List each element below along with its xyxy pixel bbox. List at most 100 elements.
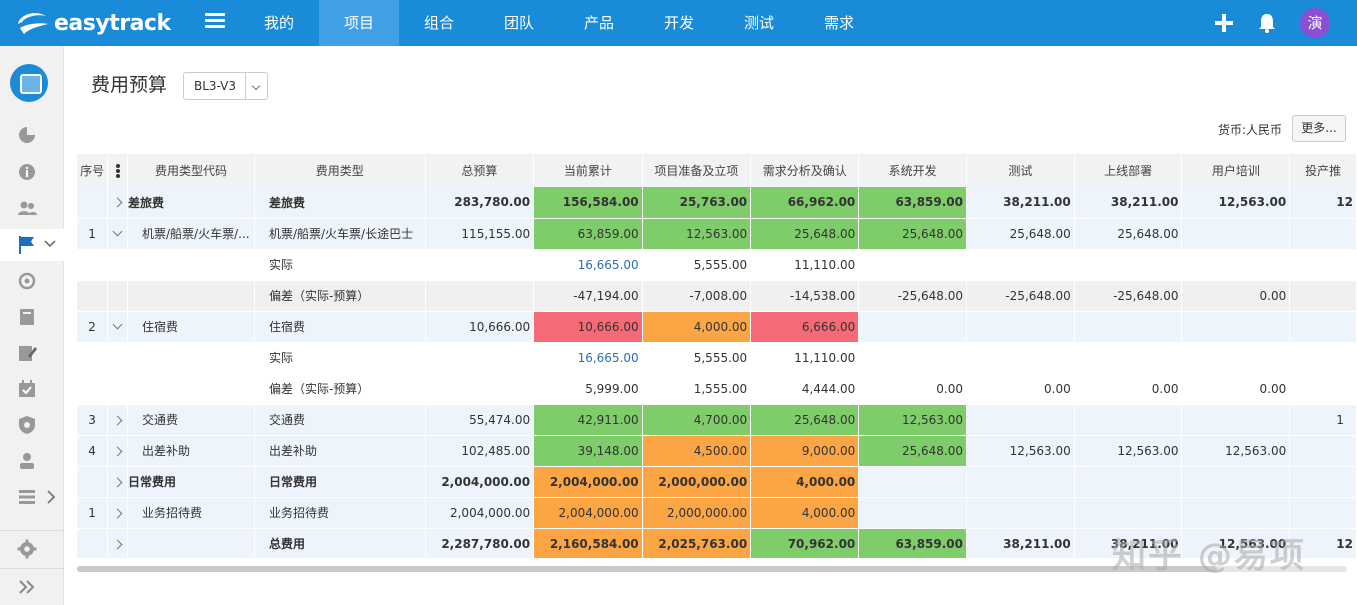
column-header-5[interactable]: 项目准备及立项 <box>642 154 752 187</box>
nav-item-mine[interactable]: 我的 <box>263 14 294 32</box>
app-logo[interactable]: easytrack <box>14 6 171 40</box>
nav-item-team[interactable]: 团队 <box>503 14 534 32</box>
row-seq: 4 <box>77 435 109 467</box>
menu-icon[interactable] <box>205 13 225 33</box>
row-type-code: 出差补助 <box>127 435 255 467</box>
row-cell: 10,666.00 <box>425 311 535 343</box>
flag-icon[interactable] <box>16 234 38 256</box>
nav-item-requirements[interactable]: 需求 <box>823 14 854 32</box>
chevron-right-icon[interactable] <box>112 197 123 208</box>
nav-item-test[interactable]: 测试 <box>743 14 774 32</box>
row-cell: -25,648.00 <box>858 280 968 312</box>
row-type-code: 机票/船票/火车票/... <box>127 218 255 250</box>
column-header-8[interactable]: 测试 <box>966 154 1075 187</box>
table-row[interactable]: 1 机票/船票/火车票/... 机票/船票/火车票/长途巴士 115,155.00 63… <box>77 218 1357 250</box>
target-icon[interactable] <box>16 270 38 292</box>
row-seq: 2 <box>77 311 109 343</box>
chevron-right-icon[interactable] <box>112 415 123 425</box>
row-type: 住宿费 <box>254 311 426 343</box>
nav-item-dev[interactable]: 开发 <box>663 14 694 32</box>
row-type-code: 业务招待费 <box>127 497 255 529</box>
chevron-down-icon[interactable] <box>112 319 123 329</box>
nav-item-project[interactable]: 项目 <box>319 0 399 46</box>
row-cell: 0.00 <box>1181 280 1291 312</box>
table-row[interactable]: 1 业务招待费 业务招待费 2,004,000.00 2,004,000.00 2,000… <box>77 497 1357 529</box>
row-toggle[interactable] <box>107 187 129 219</box>
table-row[interactable]: 总费用 2,287,780.00 2,160,584.00 2,025,763.00 7… <box>77 528 1357 558</box>
column-header-6[interactable]: 需求分析及确认 <box>750 154 860 187</box>
row-cell[interactable]: 16,665.00 <box>533 342 643 374</box>
row-cell[interactable]: 16,665.00 <box>533 249 643 281</box>
chevron-right-icon[interactable] <box>112 446 123 456</box>
chevron-down-icon[interactable] <box>44 239 56 249</box>
pie-chart-icon[interactable] <box>16 124 38 146</box>
chevron-right-icon[interactable] <box>46 490 56 504</box>
column-header-type[interactable]: 费用类型 <box>254 154 426 187</box>
row-cell: 11,110.00 <box>750 249 860 281</box>
column-header-9[interactable]: 上线部署 <box>1074 154 1183 187</box>
chevron-down-icon[interactable] <box>112 226 123 236</box>
table-row[interactable]: 偏差（实际-预算） -47,194.00 -7,008.00 -14,538.00 -2… <box>77 280 1357 312</box>
column-header-10[interactable]: 用户培训 <box>1181 154 1291 187</box>
column-menu-header[interactable] <box>107 154 129 187</box>
chevron-down-icon[interactable] <box>245 73 267 99</box>
row-toggle[interactable] <box>107 497 129 529</box>
chevron-right-icon[interactable] <box>112 508 123 518</box>
version-select[interactable]: BL3-V3 <box>183 72 268 100</box>
row-seq <box>77 342 109 374</box>
user-avatar[interactable]: 演 <box>1300 8 1330 38</box>
row-cell: 12,563.00 <box>966 435 1075 467</box>
gear-icon[interactable] <box>16 538 38 560</box>
row-type-code: 住宿费 <box>127 311 255 343</box>
chevron-right-icon[interactable] <box>112 539 123 549</box>
users-icon[interactable] <box>16 197 38 219</box>
person-icon[interactable] <box>16 450 38 472</box>
row-cell <box>1181 218 1291 250</box>
more-button[interactable]: 更多... <box>1292 115 1346 142</box>
nav-item-portfolio[interactable]: 组合 <box>423 14 454 32</box>
row-cell: 25,648.00 <box>750 404 860 436</box>
row-cell: 25,648.00 <box>858 435 968 467</box>
table-row[interactable]: 3 交通费 交通费 55,474.00 42,911.00 4,700.00 25,648.… <box>77 404 1357 436</box>
column-header-type-code[interactable]: 费用类型代码 <box>127 154 255 187</box>
table-row[interactable]: 4 出差补助 出差补助 102,485.00 39,148.00 4,500.00 9,00… <box>77 435 1357 467</box>
nav-item-product[interactable]: 产品 <box>583 14 614 32</box>
table-row[interactable]: 差旅费 差旅费 283,780.00 156,584.00 25,763.00 66,96… <box>77 187 1357 219</box>
row-type-code <box>127 373 255 405</box>
book-icon[interactable] <box>16 306 38 328</box>
row-toggle[interactable] <box>107 435 129 467</box>
chevron-right-icon[interactable] <box>112 477 123 487</box>
column-menu-icon[interactable] <box>115 163 120 179</box>
row-toggle[interactable] <box>107 311 129 343</box>
table-row[interactable]: 日常费用 日常费用 2,004,000.00 2,004,000.00 2,000,00… <box>77 466 1357 498</box>
column-header-4[interactable]: 当前累计 <box>533 154 643 187</box>
table-row[interactable]: 实际 16,665.00 5,555.00 11,110.00 <box>77 342 1357 374</box>
row-toggle[interactable] <box>107 466 129 498</box>
row-toggle[interactable] <box>107 404 129 436</box>
table-row[interactable]: 实际 16,665.00 5,555.00 11,110.00 <box>77 249 1357 281</box>
row-toggle[interactable] <box>107 218 129 250</box>
edit-icon[interactable] <box>16 342 38 364</box>
row-cell: 2,004,000.00 <box>425 497 535 529</box>
column-header-7[interactable]: 系统开发 <box>858 154 968 187</box>
table-row[interactable]: 偏差（实际-预算） 5,999.00 1,555.00 4,444.00 0.00 0.0… <box>77 373 1357 405</box>
row-cell: -25,648.00 <box>966 280 1075 312</box>
row-toggle[interactable] <box>107 528 129 558</box>
column-header-3[interactable]: 总预算 <box>425 154 535 187</box>
shield-icon[interactable] <box>16 414 38 436</box>
column-header-11[interactable]: 投产推 <box>1289 154 1357 187</box>
scrollbar-thumb[interactable] <box>77 566 1217 572</box>
double-chevron-right-icon[interactable] <box>16 576 38 598</box>
workspace-icon[interactable] <box>10 64 48 102</box>
row-type: 偏差（实际-预算） <box>254 373 426 405</box>
horizontal-scrollbar[interactable] <box>77 566 1347 572</box>
list-icon[interactable] <box>16 486 38 508</box>
info-icon[interactable] <box>16 161 38 183</box>
calendar-check-icon[interactable] <box>16 378 38 400</box>
column-header-seq[interactable]: 序号 <box>77 154 109 187</box>
plus-icon[interactable] <box>1211 10 1237 36</box>
table-row[interactable]: 2 住宿费 住宿费 10,666.00 10,666.00 4,000.00 6,666.0… <box>77 311 1357 343</box>
row-type-code <box>127 528 255 558</box>
bell-icon[interactable] <box>1254 10 1280 36</box>
row-cell <box>1289 311 1357 343</box>
